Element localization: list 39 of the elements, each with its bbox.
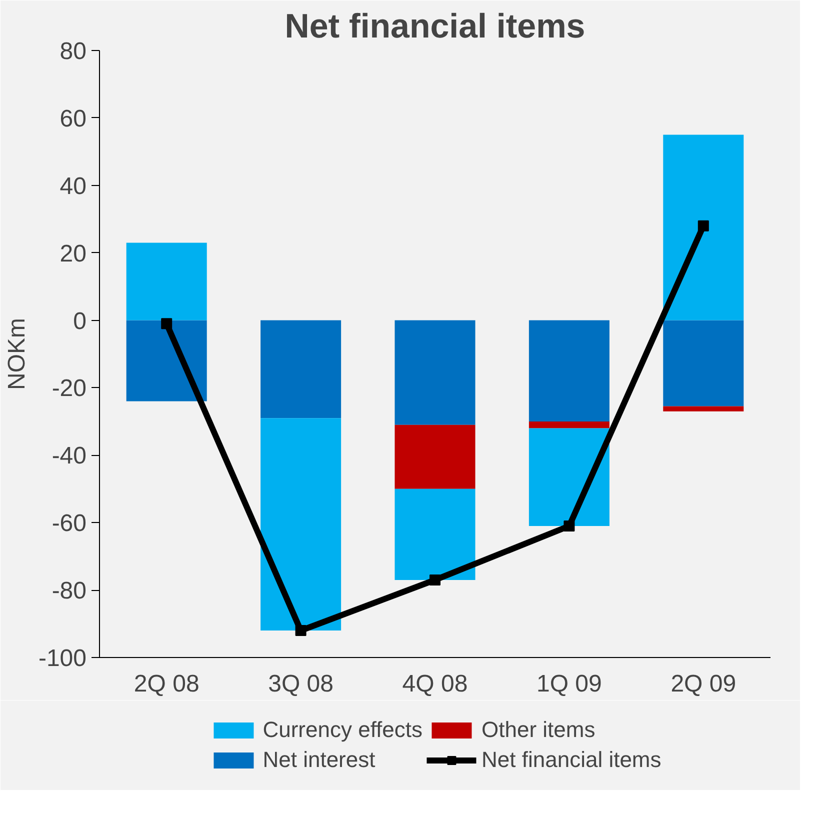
bar	[528, 421, 610, 428]
bar	[528, 320, 610, 422]
y-tick-label: 20	[60, 240, 87, 268]
y-tick-label: 80	[60, 38, 87, 65]
legend-label: Currency effects	[262, 717, 423, 743]
bar	[260, 320, 342, 418]
point	[698, 220, 709, 232]
bar	[394, 320, 476, 425]
bar	[394, 424, 476, 489]
y-tick-label: -40	[52, 442, 86, 470]
y-tick-label: -60	[52, 510, 86, 538]
bar	[663, 134, 744, 320]
y-tick-label: -100	[38, 645, 87, 672]
legend-label: Net financial items	[482, 747, 662, 773]
chart-title: Net financial items	[284, 8, 586, 46]
legend-label: Other items	[482, 717, 596, 743]
x-tick-label: 1Q 09	[536, 670, 602, 698]
legend-label: Net interest	[262, 747, 376, 773]
bar	[394, 488, 476, 580]
y-axis-title: NOKm	[3, 318, 30, 390]
bar	[663, 406, 744, 412]
x-tick-label: 2Q 09	[670, 670, 736, 698]
point	[430, 574, 440, 586]
y-tick-label: -20	[52, 375, 86, 402]
point	[161, 318, 172, 330]
y-tick-label: -80	[52, 578, 86, 605]
y-tick-label: 60	[60, 105, 87, 132]
bar	[663, 320, 744, 406]
x-tick-label: 3Q 08	[268, 670, 334, 698]
point	[564, 520, 575, 532]
bar	[126, 320, 207, 402]
bar	[528, 428, 610, 526]
x-tick-label: 4Q 08	[402, 670, 468, 698]
y-tick-label: 40	[60, 172, 87, 200]
point	[295, 625, 306, 636]
y-tick-label: 0	[73, 308, 87, 335]
bar	[126, 242, 207, 320]
x-tick-label: 2Q 08	[134, 670, 200, 698]
bar	[260, 418, 342, 631]
